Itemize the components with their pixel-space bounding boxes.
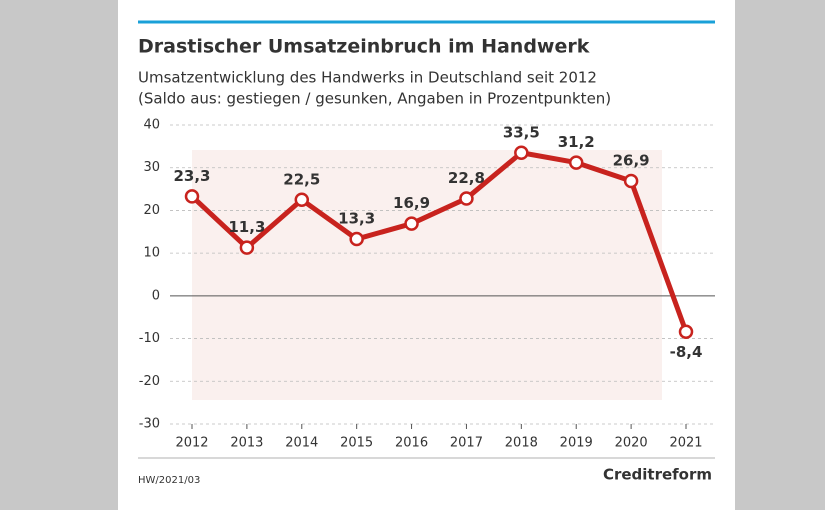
- data-label: 23,3: [173, 167, 210, 185]
- y-tick-label: 30: [143, 160, 160, 175]
- marker: [184, 189, 200, 204]
- subtitle: Umsatzentwicklung des Handwerks in Deuts…: [138, 69, 597, 87]
- marker: [349, 231, 364, 247]
- data-label: 11,3: [228, 218, 265, 236]
- x-tick-label: 2017: [450, 436, 483, 451]
- marker: [514, 145, 529, 161]
- y-tick-label: -10: [139, 331, 160, 346]
- data-label: 31,2: [558, 133, 595, 151]
- chart-title: Drastischer Umsatzeinbruch im Handwerk: [138, 36, 590, 58]
- marker: [294, 192, 310, 207]
- x-tick-label: 2016: [395, 436, 428, 451]
- subtitle: (Saldo aus: gestiegen / gesunken, Angabe…: [138, 90, 611, 108]
- marker: [404, 216, 419, 231]
- marker: [623, 173, 639, 189]
- y-tick-label: 10: [143, 246, 160, 261]
- x-tick-label: 2018: [505, 436, 538, 451]
- data-label: -8,4: [670, 343, 703, 361]
- data-label: 16,9: [393, 194, 430, 212]
- x-tick-label: 2015: [340, 436, 373, 451]
- data-label: 33,5: [503, 123, 540, 141]
- y-tick-label: -20: [139, 374, 160, 389]
- x-tick-label: 2014: [285, 436, 318, 451]
- marker: [568, 155, 584, 170]
- background-photo: [192, 150, 662, 400]
- marker: [239, 240, 255, 255]
- data-label: 22,8: [448, 169, 485, 187]
- x-tick-label: 2019: [560, 436, 593, 451]
- data-label: 22,5: [283, 170, 320, 188]
- logo: Creditreform: [603, 466, 712, 484]
- y-tick-label: 20: [143, 203, 160, 218]
- x-tick-label: 2020: [615, 436, 648, 451]
- line: [190, 150, 689, 333]
- data-label: 26,9: [613, 151, 650, 169]
- source: HW/2021/03: [138, 475, 200, 486]
- y-tick-label: -30: [139, 417, 160, 432]
- marker: [678, 324, 694, 339]
- y-tick-label: 40: [143, 118, 160, 133]
- data-label: 13,3: [338, 210, 375, 228]
- x-tick-label: 2012: [175, 436, 208, 451]
- y-tick-label: 0: [152, 288, 160, 303]
- x-tick-label: 2021: [669, 436, 702, 451]
- marker: [459, 191, 474, 206]
- x-tick-label: 2013: [230, 436, 263, 451]
